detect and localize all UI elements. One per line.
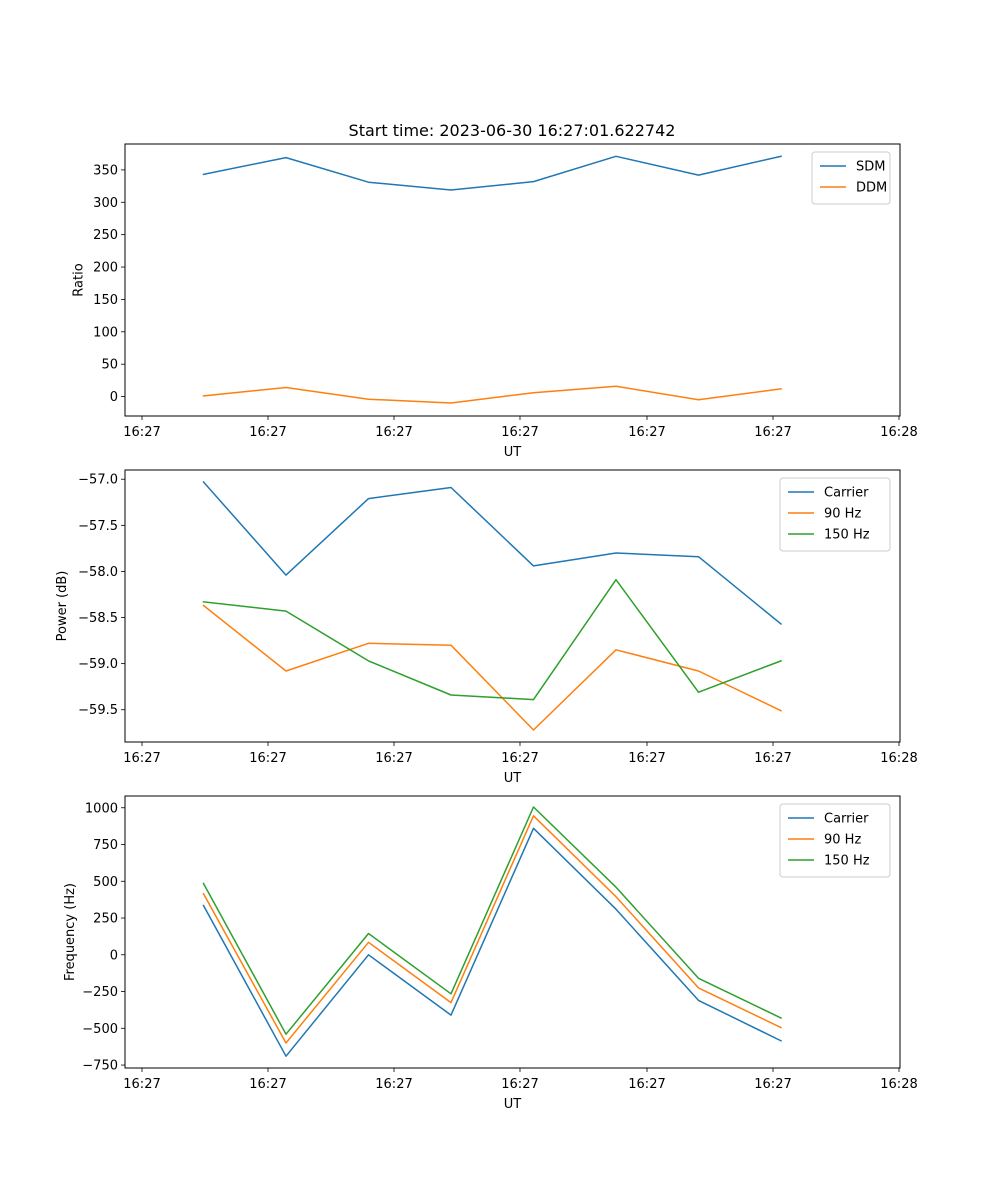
x-tick-label: 16:27 xyxy=(501,751,538,766)
x-tick-label: 16:27 xyxy=(628,425,665,440)
series-line-150-hz xyxy=(202,578,782,701)
plot-frame xyxy=(124,143,901,417)
legend-label: DDM xyxy=(856,181,887,196)
y-tick-label: 0 xyxy=(110,948,118,963)
legend-box xyxy=(779,803,891,878)
y-axis-label: Power (dB) xyxy=(55,571,70,642)
legend-label: Carrier xyxy=(824,486,869,501)
y-tick-label: 750 xyxy=(93,838,118,853)
panels: 16:27 16:27 16:27 16:27 16:27 16:27 16:28 0 50 10… xyxy=(55,143,918,1112)
y-tick-label: 500 xyxy=(93,875,118,890)
series-line-150-hz xyxy=(202,806,783,1035)
legend-label: 90 Hz xyxy=(824,507,861,522)
x-tick-label: 16:27 xyxy=(501,1077,538,1092)
x-tick-label: 16:28 xyxy=(880,425,917,440)
panel-2: 16:27 16:27 16:27 16:27 16:27 16:27 16:28 −59.5… xyxy=(55,469,918,786)
legend-box xyxy=(811,151,891,205)
x-tick-label: 16:27 xyxy=(249,751,286,766)
y-tick-label: −58.0 xyxy=(78,565,118,580)
x-axis-label: UT xyxy=(504,771,522,786)
x-tick-label: 16:28 xyxy=(880,751,917,766)
x-tick-label: 16:27 xyxy=(123,1077,160,1092)
y-tick-label: −57.5 xyxy=(78,519,118,534)
y-tick-label: −59.5 xyxy=(78,703,118,718)
legend: Carrier 90 Hz 150 Hz xyxy=(779,803,891,878)
x-tick-label: 16:27 xyxy=(754,425,791,440)
x-tick-label: 16:27 xyxy=(501,425,538,440)
x-axis-label: UT xyxy=(504,1097,522,1112)
series-line-carrier xyxy=(202,827,783,1057)
x-tick-label: 16:27 xyxy=(754,1077,791,1092)
y-tick-label: 300 xyxy=(93,196,118,211)
legend: SDM DDM xyxy=(811,151,891,205)
series-line-90-hz xyxy=(202,815,783,1044)
x-tick-label: 16:27 xyxy=(375,425,412,440)
y-tick-label: 250 xyxy=(93,228,118,243)
legend-label: SDM xyxy=(856,160,885,175)
panel-1: 16:27 16:27 16:27 16:27 16:27 16:27 16:28 0 50 10… xyxy=(71,143,918,460)
y-axis-label: Frequency (Hz) xyxy=(63,883,78,981)
plot-frame xyxy=(124,469,901,743)
x-tick-label: 16:27 xyxy=(754,751,791,766)
y-tick-label: −59.0 xyxy=(78,657,118,672)
y-tick-label: 100 xyxy=(93,325,118,340)
x-tick-label: 16:27 xyxy=(375,751,412,766)
x-tick-label: 16:28 xyxy=(880,1077,917,1092)
x-tick-label: 16:27 xyxy=(123,425,160,440)
y-tick-label: 350 xyxy=(93,163,118,178)
y-tick-label: −58.5 xyxy=(78,611,118,626)
panel-3: 16:27 16:27 16:27 16:27 16:27 16:27 16:28 −750 −… xyxy=(63,795,918,1112)
y-tick-label: 1000 xyxy=(85,801,118,816)
legend: Carrier 90 Hz 150 Hz xyxy=(779,477,891,552)
x-tick-label: 16:27 xyxy=(123,751,160,766)
y-tick-label: −250 xyxy=(82,985,118,1000)
y-tick-label: −57.0 xyxy=(78,473,118,488)
legend-label: 150 Hz xyxy=(824,528,870,543)
series-line-ddm xyxy=(202,385,782,404)
y-tick-label: −750 xyxy=(82,1059,118,1074)
legend-label: 150 Hz xyxy=(824,854,870,869)
y-tick-label: 200 xyxy=(93,261,118,276)
x-tick-label: 16:27 xyxy=(249,1077,286,1092)
x-tick-label: 16:27 xyxy=(375,1077,412,1092)
plot-frame xyxy=(124,795,901,1069)
legend-label: Carrier xyxy=(824,812,869,827)
x-tick-label: 16:27 xyxy=(628,751,665,766)
y-tick-label: 50 xyxy=(101,358,118,373)
series-line-90-hz xyxy=(202,604,783,731)
series-line-carrier xyxy=(202,480,783,626)
x-tick-label: 16:27 xyxy=(249,425,286,440)
legend-box xyxy=(779,477,891,552)
legend-label: 90 Hz xyxy=(824,833,861,848)
y-axis-label: Ratio xyxy=(71,263,86,296)
x-axis-label: UT xyxy=(504,445,522,460)
y-tick-label: 150 xyxy=(93,293,118,308)
y-tick-label: −500 xyxy=(82,1022,118,1037)
series-line-sdm xyxy=(202,155,782,191)
chart-title: Start time: 2023-06-30 16:27:01.622742 xyxy=(349,121,676,140)
x-tick-label: 16:27 xyxy=(628,1077,665,1092)
y-tick-label: 250 xyxy=(93,912,118,927)
y-tick-label: 0 xyxy=(110,390,118,405)
